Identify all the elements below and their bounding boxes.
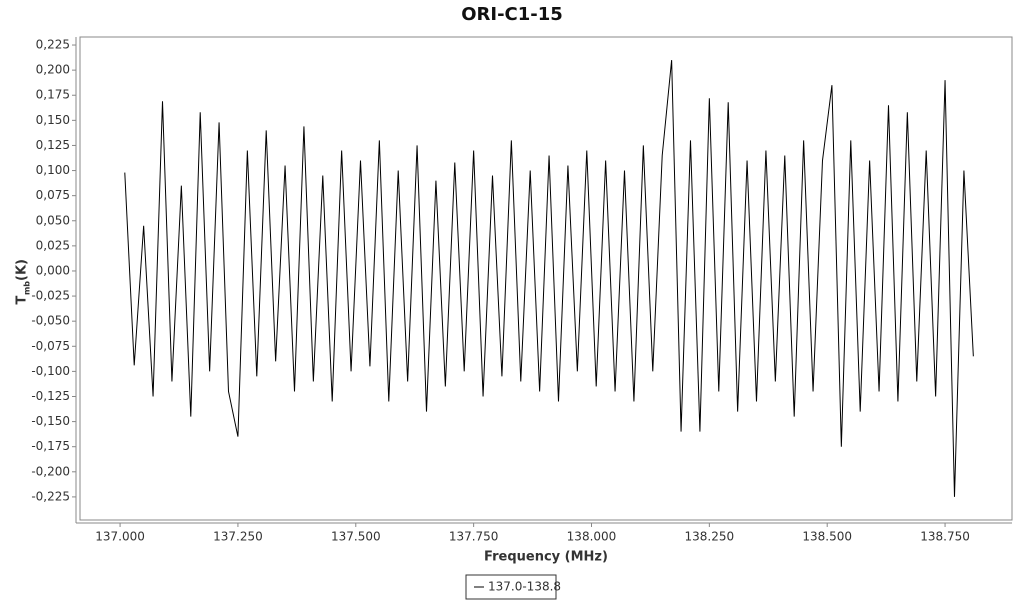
x-tick-label: 138.500 xyxy=(802,530,852,544)
y-tick-label: 0,175 xyxy=(36,88,70,102)
x-tick-label: 137.750 xyxy=(449,530,499,544)
y-tick-label: 0,025 xyxy=(36,238,70,252)
y-tick-label: -0,025 xyxy=(31,289,70,303)
x-tick-label: 137.000 xyxy=(95,530,145,544)
y-tick-label: -0,100 xyxy=(31,364,70,378)
y-tick-label: -0,150 xyxy=(31,414,70,428)
x-tick-label: 138.750 xyxy=(920,530,970,544)
y-tick-label: 0,200 xyxy=(36,63,70,77)
x-tick-label: 138.250 xyxy=(685,530,735,544)
chart-title: ORI-C1-15 xyxy=(461,4,563,25)
y-tick-label: -0,200 xyxy=(31,464,70,478)
series-line xyxy=(124,60,974,497)
y-tick-label: -0,125 xyxy=(31,389,70,403)
y-axis-title-unit: (K) xyxy=(15,259,30,281)
y-tick-label: -0,225 xyxy=(31,489,70,503)
y-tick-label: -0,050 xyxy=(31,314,70,328)
y-tick-label: 0,000 xyxy=(36,263,70,277)
x-tick-label: 137.250 xyxy=(213,530,263,544)
y-axis-title-main: T xyxy=(15,295,30,304)
y-tick-label: 0,100 xyxy=(36,163,70,177)
y-tick-label: 0,050 xyxy=(36,213,70,227)
y-tick-label: 0,150 xyxy=(36,113,70,127)
y-tick-label: 0,225 xyxy=(36,38,70,52)
plot-frame xyxy=(79,36,1013,521)
y-tick-label: -0,175 xyxy=(31,439,70,453)
y-tick-label: 0,125 xyxy=(36,138,70,152)
legend-label: 137.0-138.8 xyxy=(488,580,561,594)
y-axis-title-sub: mb xyxy=(23,281,32,295)
x-tick-label: 138.000 xyxy=(567,530,617,544)
y-tick-label: 0,075 xyxy=(36,188,70,202)
y-axis-title: T mb (K) xyxy=(15,259,32,304)
y-tick-label: -0,075 xyxy=(31,339,70,353)
x-tick-label: 137.500 xyxy=(331,530,381,544)
x-axis-title: Frequency (MHz) xyxy=(484,550,608,565)
